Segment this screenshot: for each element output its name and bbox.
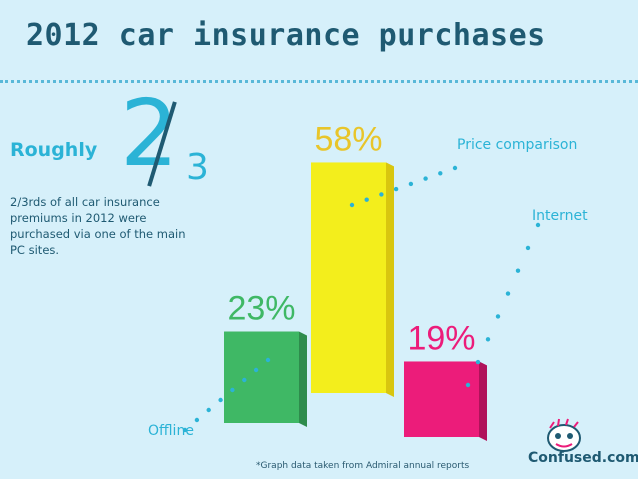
leader-dot-price-comparison xyxy=(364,197,369,202)
leader-dot-offline xyxy=(230,387,235,393)
logo-text: Confused.com xyxy=(528,450,638,466)
footnote: *Graph data taken from Admiral annual re… xyxy=(256,461,470,471)
leader-dot-price-comparison xyxy=(408,181,414,187)
leader-dot-internet xyxy=(515,268,521,273)
category-label-price-comparison: Price comparison xyxy=(457,137,578,153)
leader-dot-internet xyxy=(485,337,491,342)
value-label-offline: 23% xyxy=(227,290,295,328)
bar-face-price-comparison xyxy=(311,162,386,393)
leader-dot-internet xyxy=(465,382,471,388)
leader-dot-internet xyxy=(495,314,501,319)
headline-description: 2/3rds of all car insurance premiums in … xyxy=(10,195,186,257)
roughly-label: Roughly xyxy=(10,139,98,161)
leader-dot-internet xyxy=(535,222,541,228)
value-label-internet: 19% xyxy=(407,319,475,357)
bar-side-internet xyxy=(479,361,487,441)
bar-face-offline xyxy=(224,331,299,423)
bar-price-comparison xyxy=(311,162,394,397)
category-label-offline: Offline xyxy=(148,423,194,439)
category-label-internet: Internet xyxy=(532,208,588,224)
bar-offline xyxy=(224,331,307,427)
leader-dot-offline xyxy=(206,407,211,413)
logo-mascot-icon xyxy=(547,418,581,452)
leader-dot-price-comparison xyxy=(438,171,443,176)
leader-dot-offline xyxy=(265,357,271,363)
confused-logo: Confused.com® xyxy=(522,418,638,474)
bar-internet xyxy=(404,361,487,441)
chart-title: 2012 car insurance purchases xyxy=(26,18,546,53)
leader-dot-price-comparison xyxy=(379,192,384,197)
leader-dot-internet xyxy=(525,245,531,251)
dotted-divider xyxy=(0,80,638,83)
leader-dot-price-comparison xyxy=(452,165,458,171)
leader-dot-internet xyxy=(505,291,511,296)
bar-side-offline xyxy=(299,331,307,427)
leader-dot-internet xyxy=(475,359,481,365)
leader-dot-price-comparison xyxy=(349,202,355,208)
fraction-denominator: 3 xyxy=(186,147,209,188)
leader-dot-price-comparison xyxy=(393,186,399,192)
leader-dot-offline xyxy=(218,397,223,403)
bar-face-internet xyxy=(404,361,479,437)
leader-dot-offline xyxy=(242,377,247,383)
leader-dot-price-comparison xyxy=(423,176,428,181)
fraction-numerator: 2 xyxy=(120,80,179,187)
leader-dot-offline xyxy=(253,367,259,373)
leader-dot-offline xyxy=(194,417,200,423)
leader-dot-offline xyxy=(182,427,188,433)
value-label-price-comparison: 58% xyxy=(314,120,382,158)
bar-side-price-comparison xyxy=(386,162,394,397)
